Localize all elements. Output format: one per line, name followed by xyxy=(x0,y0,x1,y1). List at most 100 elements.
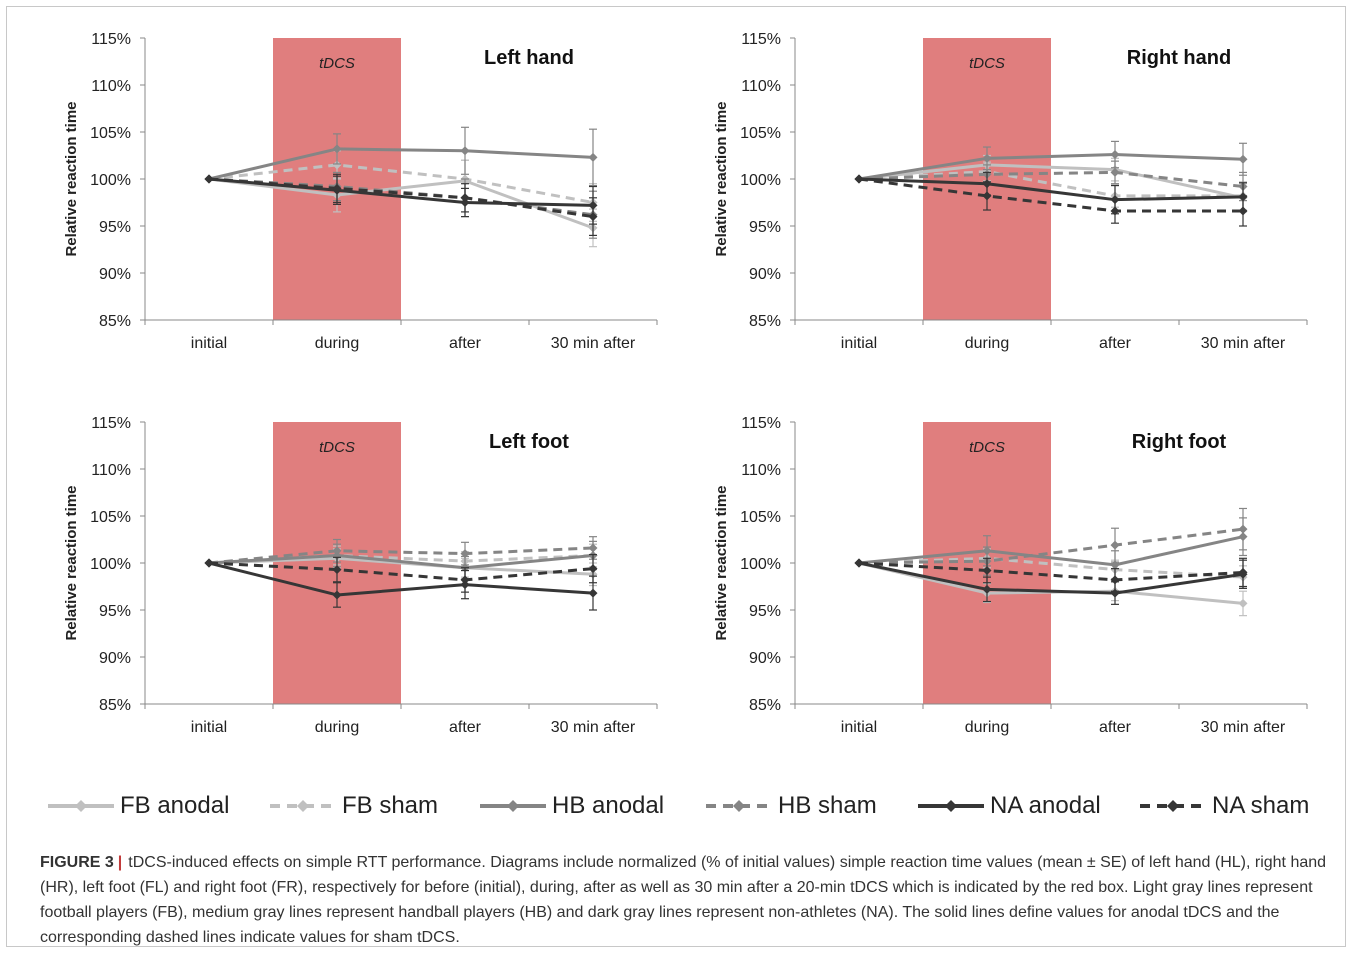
y-tick-label: 90% xyxy=(749,650,781,667)
y-tick-label: 110% xyxy=(91,462,131,479)
y-tick-label: 105% xyxy=(90,509,131,526)
series-na-sham xyxy=(854,557,1248,592)
series-hb-anodal xyxy=(204,126,598,187)
legend-swatch xyxy=(918,800,984,812)
y-tick-label: 95% xyxy=(749,219,781,236)
x-tick-label: after xyxy=(1099,335,1132,352)
tdcs-band-label: tDCS xyxy=(969,439,1005,456)
legend-item-hb-anodal: HB anodal xyxy=(478,788,664,824)
chart-right-foot: tDCS 85% 90% 95% 100% 105% 110% 115% initial duri… xyxy=(713,415,1308,736)
data-point xyxy=(460,193,470,203)
series-line-hb-anodal xyxy=(858,535,1244,567)
y-axis-title: Relative reaction time xyxy=(713,101,730,256)
x-tick-label: 30 min after xyxy=(1201,719,1286,736)
y-tick-label: 100% xyxy=(90,556,131,573)
y-tick-label: 100% xyxy=(740,172,781,189)
data-point xyxy=(332,590,342,600)
x-tick-label: during xyxy=(965,335,1009,352)
caption-text: tDCS-induced effects on simple RTT perfo… xyxy=(40,854,1327,946)
y-tick-label: 95% xyxy=(749,603,781,620)
y-tick-label: 95% xyxy=(99,603,131,620)
data-point xyxy=(460,146,470,156)
data-point xyxy=(332,144,342,154)
figure-caption: FIGURE 3 | tDCS-induced effects on simple … xyxy=(40,850,1340,950)
y-tick-label: 110% xyxy=(91,78,131,95)
data-point xyxy=(1110,540,1120,550)
series-line-na-anodal xyxy=(858,561,1244,595)
series-line-na-sham xyxy=(858,561,1244,582)
x-tick-label: during xyxy=(315,335,359,352)
legend-swatch xyxy=(480,800,546,812)
data-point xyxy=(982,584,992,594)
legend-label: NA sham xyxy=(1212,792,1310,819)
series-na-sham xyxy=(204,173,598,236)
tdcs-band-label: tDCS xyxy=(319,439,355,456)
chart-title: Left foot xyxy=(489,431,569,453)
y-tick-label: 85% xyxy=(99,697,131,714)
series-line-hb-anodal xyxy=(208,147,594,181)
legend-item-fb-anodal: FB anodal xyxy=(46,788,229,824)
legend-item-hb-sham: HB sham xyxy=(704,788,877,824)
data-point xyxy=(1110,167,1120,177)
chart-title: Left hand xyxy=(484,47,574,69)
figure-frame xyxy=(6,6,1346,947)
data-point xyxy=(588,588,598,598)
y-axis-title: Relative reaction time xyxy=(713,485,730,640)
data-point xyxy=(204,558,214,568)
data-point xyxy=(1110,150,1120,160)
figure-label: FIGURE 3 xyxy=(40,854,114,871)
tdcs-band-label: tDCS xyxy=(319,55,355,72)
data-point xyxy=(588,564,598,574)
y-tick-label: 115% xyxy=(741,31,781,48)
series-line-hb-anodal xyxy=(208,553,594,570)
legend-swatch xyxy=(270,800,336,812)
chart-title: Right hand xyxy=(1127,47,1231,69)
legend-label: FB anodal xyxy=(120,792,230,819)
y-tick-label: 90% xyxy=(99,650,131,667)
chart-left-foot: tDCS 85% 90% 95% 100% 105% 110% 115% initial duri… xyxy=(63,415,658,736)
x-tick-label: after xyxy=(449,719,482,736)
data-point xyxy=(1110,575,1120,585)
data-point xyxy=(1110,206,1120,216)
data-point xyxy=(460,575,470,585)
data-point xyxy=(982,153,992,163)
legend-swatch xyxy=(1140,800,1206,812)
series-line-hb-sham xyxy=(208,546,594,565)
chart-left-hand: tDCS 85% 90% 95% 100% 105% 110% 115% initial duri… xyxy=(63,31,658,352)
data-point xyxy=(1238,598,1248,608)
data-point xyxy=(332,160,342,170)
x-tick-label: initial xyxy=(191,719,227,736)
x-tick-label: initial xyxy=(191,335,227,352)
legend-swatch xyxy=(706,800,772,812)
legend-item-na-sham: NA sham xyxy=(1138,788,1309,824)
y-tick-label: 115% xyxy=(741,415,781,432)
legend-label: NA anodal xyxy=(990,792,1101,819)
data-point xyxy=(204,174,214,184)
series-na-sham xyxy=(204,553,598,593)
y-tick-label: 105% xyxy=(90,125,131,142)
legend-item-na-anodal: NA anodal xyxy=(916,788,1101,824)
series-line-na-sham xyxy=(208,177,594,219)
y-tick-label: 115% xyxy=(91,415,131,432)
data-point xyxy=(1238,206,1248,216)
data-point xyxy=(854,174,864,184)
data-point xyxy=(588,212,598,222)
series-line-fb-sham xyxy=(208,163,594,204)
x-tick-label: during xyxy=(315,719,359,736)
y-tick-label: 105% xyxy=(740,125,781,142)
series-line-na-anodal xyxy=(858,177,1244,202)
legend-label: HB anodal xyxy=(552,792,665,819)
chart-title: Right foot xyxy=(1132,431,1227,453)
y-axis-title: Relative reaction time xyxy=(63,485,80,640)
series-line-hb-sham xyxy=(858,170,1244,189)
data-point xyxy=(1238,567,1248,577)
tdcs-band-label: tDCS xyxy=(969,55,1005,72)
y-tick-label: 100% xyxy=(90,172,131,189)
x-tick-label: initial xyxy=(841,335,877,352)
series-line-na-sham xyxy=(858,177,1243,213)
y-tick-label: 115% xyxy=(91,31,131,48)
data-point xyxy=(1238,154,1248,164)
y-tick-label: 100% xyxy=(740,556,781,573)
data-point xyxy=(460,549,470,559)
legend-label: HB sham xyxy=(778,792,877,819)
